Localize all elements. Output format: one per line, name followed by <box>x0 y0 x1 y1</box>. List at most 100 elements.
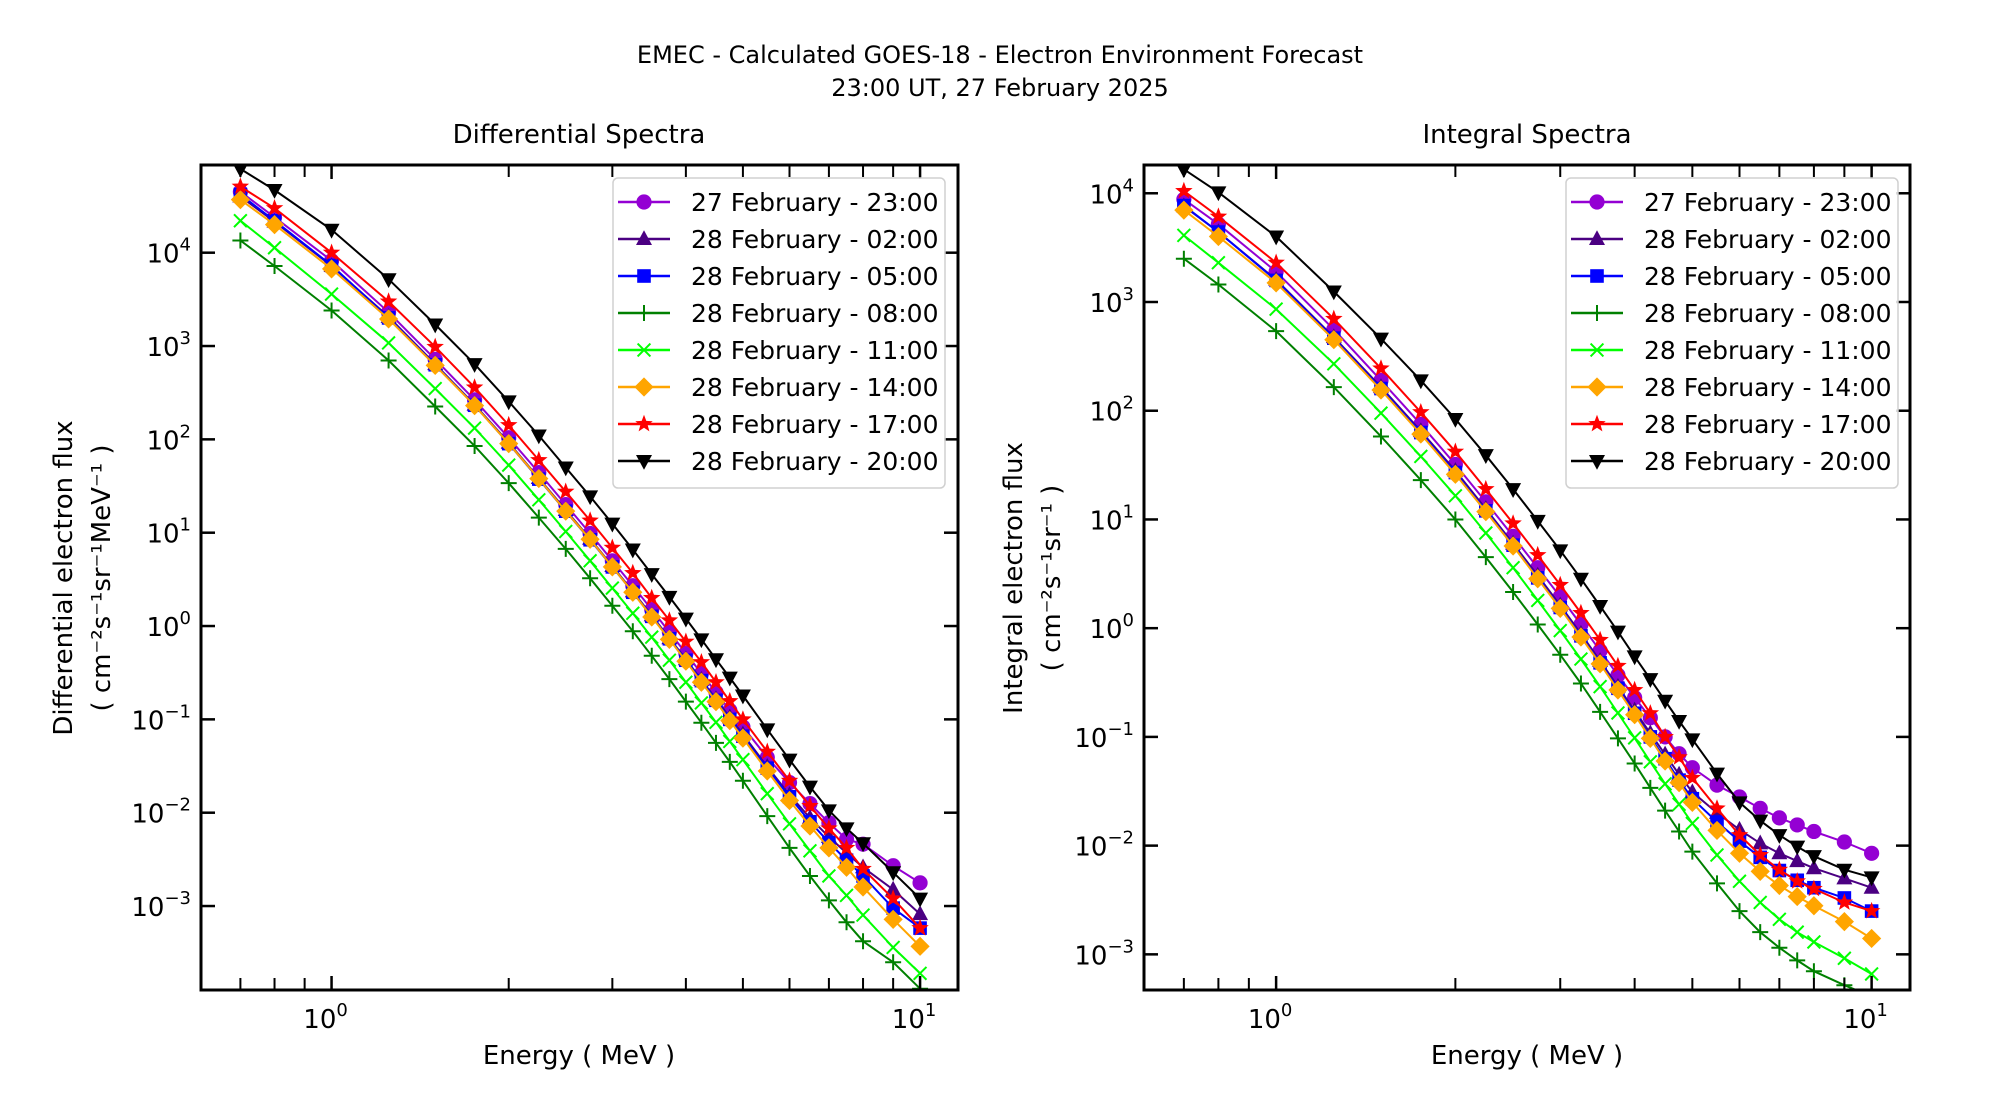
data-point <box>1772 912 1787 927</box>
y-tick-exponent: −1 <box>164 701 191 722</box>
data-point <box>801 780 818 796</box>
data-point <box>1572 675 1589 692</box>
x-tick-label: 101 <box>892 1000 937 1035</box>
data-point <box>1752 800 1768 816</box>
data-point <box>323 302 340 319</box>
data-point <box>734 772 751 789</box>
data-point <box>1572 572 1589 588</box>
data-point <box>1669 772 1689 793</box>
data-point <box>886 940 901 955</box>
data-point <box>1593 679 1608 694</box>
y-tick-label: 10−1 <box>131 701 191 736</box>
legend-label: 28 February - 17:00 <box>691 410 939 439</box>
x-tick-label: 101 <box>1843 1000 1888 1035</box>
differential-xlabel: Energy ( MeV ) <box>483 1041 675 1071</box>
data-point <box>1671 715 1688 730</box>
data-point <box>1477 479 1495 497</box>
data-point <box>837 838 856 856</box>
data-point <box>838 822 855 838</box>
data-point <box>1657 776 1673 791</box>
integral-axes-frame <box>1142 163 1912 992</box>
data-point <box>1476 502 1496 522</box>
data-point <box>721 753 738 770</box>
data-point <box>1657 802 1674 819</box>
data-point <box>1572 603 1590 621</box>
data-point <box>1670 748 1688 765</box>
y-tick-label: 103 <box>1089 284 1134 319</box>
data-point <box>1752 814 1769 830</box>
data-point <box>1326 356 1341 371</box>
data-point <box>580 529 600 549</box>
data-point <box>1268 230 1285 246</box>
data-point <box>1610 705 1626 721</box>
legend-marker <box>1589 455 1605 470</box>
data-point <box>1640 728 1660 748</box>
data-point <box>912 905 929 921</box>
data-point <box>1626 755 1643 772</box>
data-point <box>466 358 483 373</box>
legend-item: 28 February - 05:00 <box>618 262 939 291</box>
data-point <box>1592 599 1609 615</box>
data-point <box>1324 330 1344 350</box>
data-point <box>884 889 902 907</box>
legend-item: 28 February - 05:00 <box>1571 262 1892 291</box>
data-point <box>465 378 484 395</box>
data-point <box>911 918 929 936</box>
differential-series-layer <box>230 165 930 990</box>
data-point <box>557 482 575 500</box>
data-point <box>820 819 838 836</box>
data-point <box>1529 514 1546 530</box>
legend-marker <box>634 377 654 397</box>
series-28-february-08-00 <box>1175 250 1873 990</box>
data-point <box>1671 823 1688 840</box>
data-point <box>1656 727 1674 745</box>
data-point <box>802 843 818 858</box>
data-point <box>1553 623 1568 638</box>
legend-label: 28 February - 11:00 <box>1644 336 1892 365</box>
y-tick-label: 103 <box>146 328 191 363</box>
data-point <box>1447 412 1464 428</box>
data-point <box>642 607 662 627</box>
data-point <box>1550 598 1570 619</box>
legend-label: 28 February - 14:00 <box>691 373 939 402</box>
legend-label: 27 February - 23:00 <box>1644 188 1892 217</box>
data-point <box>466 437 483 454</box>
data-point <box>1729 843 1750 863</box>
series-28-february-20-00 <box>233 165 929 908</box>
data-point <box>1730 825 1749 843</box>
y-tick-label: 100 <box>146 608 191 643</box>
data-point <box>1267 253 1285 271</box>
data-point <box>836 857 857 877</box>
data-point <box>1771 844 1788 860</box>
y-tick-exponent: 1 <box>180 515 191 536</box>
data-point <box>721 691 739 709</box>
data-point <box>232 232 249 249</box>
legend-item: 27 February - 23:00 <box>618 188 939 217</box>
data-point <box>582 570 599 587</box>
data-point <box>855 907 871 923</box>
data-point <box>757 761 777 781</box>
legend-marker <box>1588 414 1606 432</box>
data-point <box>1372 332 1389 348</box>
legend-marker <box>636 230 652 245</box>
legend-marker <box>1589 342 1605 358</box>
data-point <box>1804 896 1824 916</box>
data-point <box>693 633 710 649</box>
data-point <box>1625 705 1645 725</box>
legend-label: 28 February - 08:00 <box>691 299 939 328</box>
data-point <box>1528 569 1548 589</box>
legend-marker <box>1589 194 1605 210</box>
data-point <box>583 553 598 568</box>
data-point <box>623 582 643 602</box>
data-point <box>854 859 872 877</box>
data-point <box>855 837 872 853</box>
data-point <box>1210 276 1227 293</box>
data-point <box>800 816 820 836</box>
y-tick-exponent: −3 <box>164 888 191 909</box>
data-point <box>883 909 903 929</box>
y-tick-exponent: −2 <box>164 795 191 816</box>
integral-legend: 27 February - 23:00 28 February - 02:00 28… <box>1565 177 1899 489</box>
data-point <box>264 214 285 235</box>
data-point <box>1529 616 1546 633</box>
